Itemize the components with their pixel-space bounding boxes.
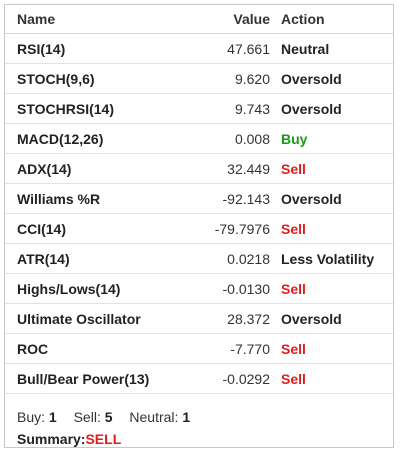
- indicator-action: Sell: [270, 213, 393, 244]
- indicator-action: Sell: [270, 153, 393, 184]
- indicator-action: Oversold: [270, 63, 393, 94]
- indicator-action: Neutral: [270, 33, 393, 64]
- indicator-action: Sell: [270, 363, 393, 394]
- indicator-value: -0.0130: [195, 273, 270, 304]
- indicator-value: -79.7976: [195, 213, 270, 244]
- indicator-name: RSI(14): [5, 33, 195, 64]
- indicator-name: STOCHRSI(14): [5, 93, 195, 124]
- table-row: ADX(14) 32.449 Sell: [5, 153, 393, 184]
- summary-value: SELL: [85, 431, 122, 447]
- indicator-name: ADX(14): [5, 153, 195, 184]
- table-row: Williams %R -92.143 Oversold: [5, 183, 393, 214]
- indicator-action: Sell: [270, 273, 393, 304]
- neutral-count-label: Neutral:: [129, 409, 179, 425]
- table-header-row: Name Value Action: [5, 5, 393, 34]
- indicator-value: -7.770: [195, 333, 270, 364]
- indicator-name: STOCH(9,6): [5, 63, 195, 94]
- name-column-header: Name: [5, 5, 195, 34]
- indicator-name: Ultimate Oscillator: [5, 303, 195, 334]
- table-row: Highs/Lows(14) -0.0130 Sell: [5, 273, 393, 304]
- indicator-name: CCI(14): [5, 213, 195, 244]
- indicator-action: Oversold: [270, 303, 393, 334]
- indicator-value: 9.620: [195, 63, 270, 94]
- summary-line: Summary:SELL: [17, 428, 393, 450]
- indicators-table: Name Value Action RSI(14) 47.661 Neutral ST…: [5, 5, 393, 394]
- signal-counts: Buy: 1 Sell: 5 Neutral: 1: [17, 406, 393, 428]
- table-row: MACD(12,26) 0.008 Buy: [5, 123, 393, 154]
- indicator-value: -92.143: [195, 183, 270, 214]
- indicator-value: 0.0218: [195, 243, 270, 274]
- indicator-value: 0.008: [195, 123, 270, 154]
- indicator-name: Bull/Bear Power(13): [5, 363, 195, 394]
- neutral-count: 1: [182, 409, 191, 425]
- table-row: CCI(14) -79.7976 Sell: [5, 213, 393, 244]
- table-row: STOCHRSI(14) 9.743 Oversold: [5, 93, 393, 124]
- indicator-name: ROC: [5, 333, 195, 364]
- table-row: Bull/Bear Power(13) -0.0292 Sell: [5, 363, 393, 394]
- indicator-value: 32.449: [195, 153, 270, 184]
- table-row: RSI(14) 47.661 Neutral: [5, 33, 393, 64]
- indicator-action: Oversold: [270, 93, 393, 124]
- summary-block: Buy: 1 Sell: 5 Neutral: 1 Summary:SELL: [5, 394, 393, 450]
- indicator-name: MACD(12,26): [5, 123, 195, 154]
- indicator-value: 9.743: [195, 93, 270, 124]
- buy-count: 1: [48, 409, 57, 425]
- indicator-name: Highs/Lows(14): [5, 273, 195, 304]
- summary-label: Summary:: [17, 431, 86, 447]
- indicator-name: ATR(14): [5, 243, 195, 274]
- table-row: ATR(14) 0.0218 Less Volatility: [5, 243, 393, 274]
- technical-indicators-panel: Name Value Action RSI(14) 47.661 Neutral ST…: [4, 4, 394, 448]
- indicator-action: Less Volatility: [270, 243, 393, 274]
- indicator-value: 28.372: [195, 303, 270, 334]
- buy-count-label: Buy:: [17, 409, 46, 425]
- indicator-action: Oversold: [270, 183, 393, 214]
- action-column-header: Action: [270, 5, 393, 34]
- table-row: ROC -7.770 Sell: [5, 333, 393, 364]
- indicators-table-body: RSI(14) 47.661 Neutral STOCH(9,6) 9.620 Overs…: [5, 33, 393, 394]
- indicator-value: 47.661: [195, 33, 270, 64]
- table-row: STOCH(9,6) 9.620 Oversold: [5, 63, 393, 94]
- value-column-header: Value: [195, 5, 270, 34]
- indicator-action: Sell: [270, 333, 393, 364]
- indicator-name: Williams %R: [5, 183, 195, 214]
- table-row: Ultimate Oscillator 28.372 Oversold: [5, 303, 393, 334]
- indicator-action: Buy: [270, 123, 393, 154]
- sell-count: 5: [104, 409, 113, 425]
- sell-count-label: Sell:: [73, 409, 101, 425]
- indicator-value: -0.0292: [195, 363, 270, 394]
